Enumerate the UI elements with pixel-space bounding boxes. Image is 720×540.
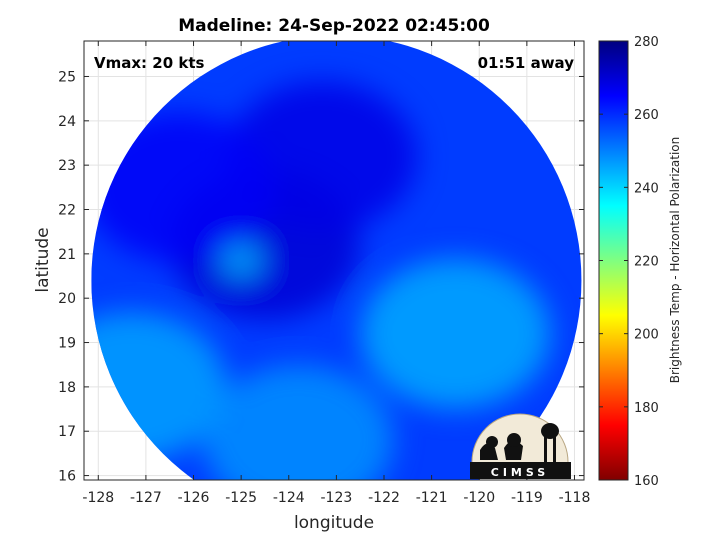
- chart-title: Madeline: 24-Sep-2022 02:45:00: [178, 16, 490, 36]
- y-axis: 16 17 18 19 20 21 22 23 24 25: [58, 69, 584, 485]
- colorbar-tick-label: 280: [634, 35, 659, 50]
- x-tick-label: -119: [511, 490, 543, 506]
- colorbar-label: Brightness Temp - Horizontal Polarizatio…: [668, 137, 682, 384]
- cold-band-north: [227, 81, 418, 232]
- y-tick-label: 24: [58, 114, 76, 130]
- y-tick-label: 16: [58, 469, 76, 485]
- x-tick-label: -128: [82, 490, 114, 506]
- y-tick-label: 20: [58, 291, 76, 307]
- y-tick-label: 17: [58, 424, 76, 440]
- y-axis-label: latitude: [33, 227, 53, 292]
- x-tick-label: -126: [178, 490, 210, 506]
- y-tick-label: 21: [58, 247, 76, 263]
- colorbar: [598, 40, 629, 481]
- colorbar-tick-label: 180: [634, 401, 659, 416]
- eye-spot: [220, 244, 263, 277]
- cimss-logo-text: CIMSS: [491, 466, 549, 479]
- cimss-logo: CIMSS: [470, 413, 571, 479]
- x-tick-label: -127: [130, 490, 162, 506]
- y-tick-label: 19: [58, 336, 76, 352]
- x-tick-label: -125: [225, 490, 257, 506]
- y-tick-label: 25: [58, 69, 76, 85]
- colorbar-tick-label: 240: [634, 181, 659, 196]
- colorbar-tick-label: 220: [634, 255, 659, 270]
- swath: [91, 41, 582, 480]
- y-tick-label: 18: [58, 380, 76, 396]
- warm-region-southwest: [91, 311, 227, 462]
- time-away-annotation: 01:51 away: [478, 54, 575, 72]
- x-tick-label: -122: [368, 490, 400, 506]
- x-axis-label: longitude: [294, 513, 374, 533]
- x-tick-label: -123: [320, 490, 352, 506]
- colorbar-ticks: 280 260 240 220 200 180 160: [599, 35, 659, 489]
- warm-region-east: [360, 258, 551, 409]
- x-tick-label: -118: [559, 490, 591, 506]
- vmax-annotation: Vmax: 20 kts: [94, 54, 204, 72]
- y-tick-label: 23: [58, 158, 76, 174]
- x-tick-label: -121: [416, 490, 448, 506]
- y-tick-label: 22: [58, 203, 76, 219]
- x-tick-label: -124: [273, 490, 305, 506]
- warm-region-south: [203, 365, 394, 480]
- x-axis: -128 -127 -126 -125 -124 -123 -122 -121 -120 -119…: [82, 41, 590, 506]
- swath-features: [91, 81, 551, 480]
- axes-box: [83, 40, 585, 481]
- colorbar-tick-label: 200: [634, 328, 659, 343]
- x-tick-label: -120: [463, 490, 495, 506]
- colorbar-tick-label: 160: [634, 474, 659, 489]
- cold-band-west: [91, 112, 275, 263]
- colorbar-tick-label: 260: [634, 108, 659, 123]
